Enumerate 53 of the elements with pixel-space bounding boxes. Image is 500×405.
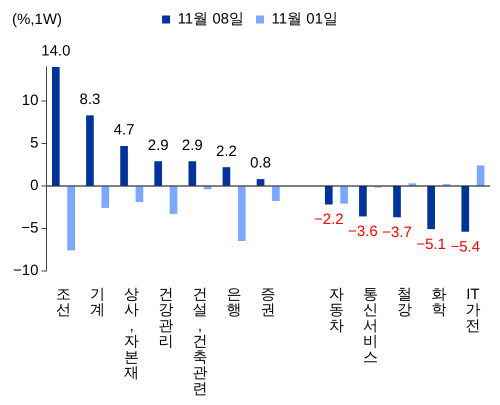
- data-label: 14.0: [41, 42, 70, 60]
- x-tick-label: 통신서비스: [363, 286, 378, 366]
- x-tick-label: 기계: [90, 286, 106, 319]
- bar: [256, 179, 264, 186]
- data-label: −3.6: [348, 223, 378, 240]
- y-tick-label: 0: [30, 176, 38, 194]
- bar: [222, 167, 230, 186]
- bar: [120, 146, 128, 186]
- x-tick-label: 자동차: [328, 286, 344, 334]
- bar: [340, 186, 348, 204]
- data-label: 2.9: [148, 136, 169, 154]
- bar: [393, 186, 401, 218]
- bar: [272, 186, 280, 202]
- y-tick-label: 10: [22, 92, 38, 110]
- bar: [67, 186, 76, 250]
- x-tick-label: 건강관리: [158, 286, 174, 350]
- bar: [188, 161, 196, 186]
- data-label: 0.8: [250, 154, 271, 172]
- bar: [101, 186, 110, 208]
- data-label: 2.2: [216, 142, 237, 160]
- x-tick-label: 증권: [260, 286, 276, 319]
- bar: [461, 186, 470, 232]
- data-label: 8.3: [80, 91, 100, 108]
- x-tick-label: 철강: [397, 286, 412, 319]
- legend-label: 11월 01일: [272, 10, 338, 28]
- data-label: −2.2: [314, 211, 344, 228]
- data-label: −3.7: [382, 224, 412, 241]
- bar: [136, 186, 144, 202]
- x-tick-label: IT가전: [465, 286, 480, 334]
- legend-label: 11월 08일: [178, 10, 244, 28]
- data-label: 2.9: [182, 136, 203, 154]
- y-tick-label: −10: [12, 262, 38, 279]
- x-tick-label: 상사,자본재: [124, 286, 140, 382]
- y-tick-label: 5: [30, 134, 38, 152]
- bar: [427, 186, 435, 230]
- x-tick-label: 조선: [56, 286, 72, 319]
- bar: [86, 115, 94, 186]
- x-tick-label: 은행: [226, 286, 242, 319]
- y-tick-label: −5: [21, 219, 38, 236]
- bar: [154, 161, 162, 186]
- x-tick-label: 건설,건축관련: [192, 286, 208, 398]
- bar: [238, 186, 246, 242]
- data-label: −5.1: [416, 236, 446, 253]
- data-label: 4.7: [114, 122, 134, 139]
- bar: [52, 67, 60, 186]
- bar: [204, 186, 212, 190]
- bar: [476, 165, 484, 186]
- bar: [359, 186, 367, 216]
- bar: [170, 186, 178, 214]
- bar: [324, 186, 333, 205]
- y-axis-title: (%,1W): [12, 11, 62, 28]
- data-label: −5.4: [450, 238, 480, 256]
- x-tick-label: 화학: [431, 286, 446, 319]
